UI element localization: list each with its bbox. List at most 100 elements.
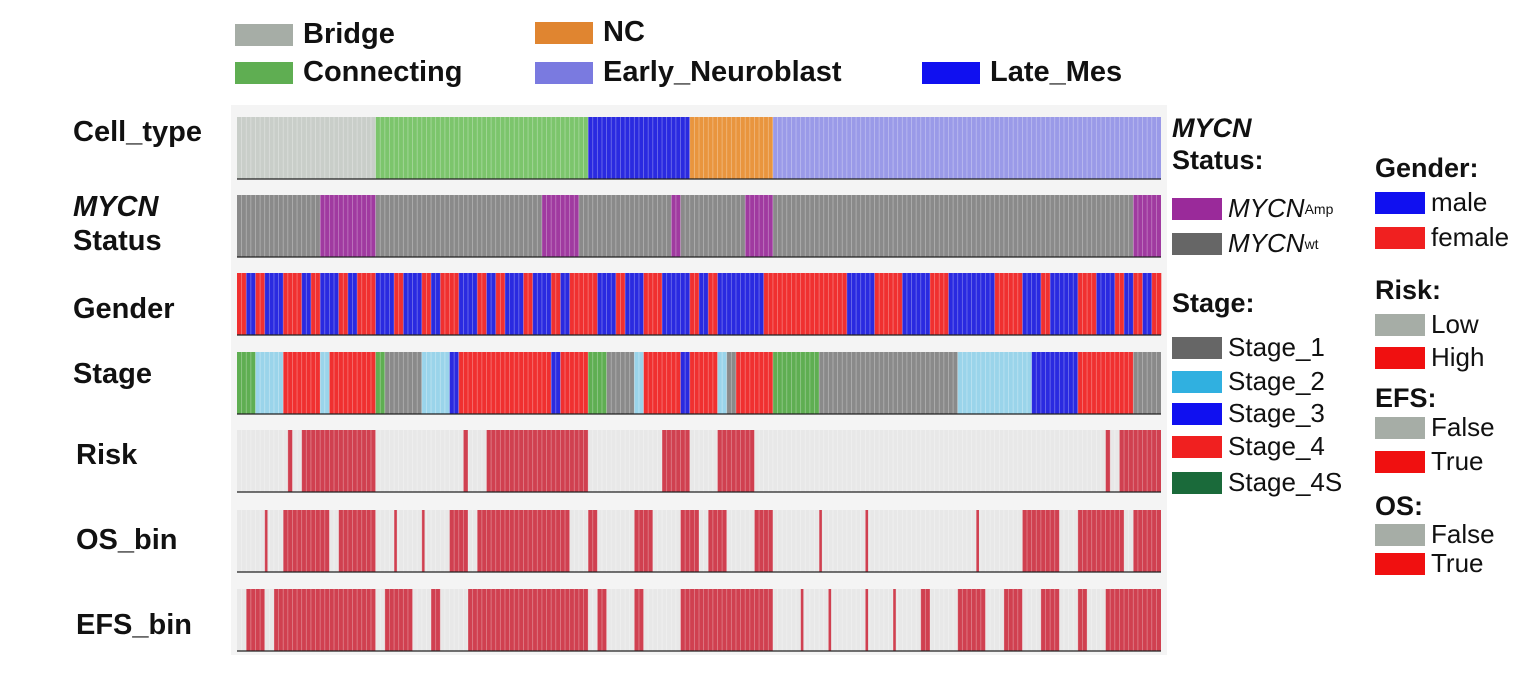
legend-swatch <box>535 61 593 84</box>
heatmap-cell-gender-26 <box>477 273 487 335</box>
legend-efs-false: False <box>1375 412 1495 443</box>
heatmap-cell-risk-7 <box>1119 430 1161 492</box>
heatmap-cell-efs-bin-10 <box>865 589 869 651</box>
heatmap-cell-gender-16 <box>384 273 395 335</box>
legend-nc: NC <box>535 16 645 49</box>
legend-mycn-amp-sup: Amp <box>1304 200 1334 217</box>
legend-mycn-amp: MYCN Amp <box>1172 193 1333 224</box>
heatmap-cell-os-bin-11 <box>754 510 773 572</box>
heatmap-cell-gender-5 <box>283 273 293 335</box>
heatmap-cell-gender-91 <box>1077 273 1088 335</box>
legend-swatch <box>1172 471 1222 494</box>
heatmap-cell-efs-bin-13 <box>957 589 986 651</box>
legend-stage-3-label: Stage_3 <box>1228 398 1325 428</box>
legend-label: NC <box>603 16 645 48</box>
heatmap-cell-gender-39 <box>597 273 607 335</box>
heatmap-cell-gender-68 <box>865 273 875 335</box>
heatmap-cell-gender-61 <box>800 273 811 335</box>
heatmap-cell-efs-bin-2 <box>384 589 413 651</box>
heatmap-cell-mycn-status-4 <box>578 195 672 257</box>
heatmap-cell-gender-84 <box>1013 273 1023 335</box>
heatmap-cell-gender-12 <box>347 273 358 335</box>
legend-connecting: Connecting <box>235 56 463 89</box>
legend-risk-low-label: Low <box>1431 309 1479 339</box>
heatmap-cell-gender-31 <box>523 273 533 335</box>
heatmap-cell-gender-6 <box>292 273 302 335</box>
heatmap-cell-gender-28 <box>495 273 506 335</box>
heatmap-cell-mycn-status-7 <box>745 195 773 257</box>
heatmap-cell-os-bin-15 <box>1022 510 1060 572</box>
heatmap-cell-gender-24 <box>458 273 469 335</box>
heatmap-cell-gender-56 <box>754 273 764 335</box>
heatmap-cell-gender-36 <box>569 273 580 335</box>
heatmap-cell-gender-35 <box>560 273 570 335</box>
heatmap-cell-stage-5 <box>375 352 385 414</box>
heatmap-cell-efs-bin-16 <box>1077 589 1088 651</box>
legend-mycn-status: Status: <box>1172 145 1264 175</box>
heatmap-cell-stage-14 <box>634 352 644 414</box>
heatmap-cell-gender-99 <box>1151 273 1162 335</box>
legend-late-mes: Late_Mes <box>922 56 1122 89</box>
heatmap-cell-gender-60 <box>791 273 801 335</box>
legend-stage-1: Stage_1 <box>1172 332 1325 363</box>
row-label-os: OS_bin <box>76 524 178 556</box>
heatmap-cell-gender-88 <box>1050 273 1060 335</box>
heatmap-cell-gender-92 <box>1087 273 1097 335</box>
heatmap-cell-gender-51 <box>708 273 718 335</box>
heatmap-cell-mycn-status-9 <box>1133 195 1161 257</box>
heatmap-separators-os-bin <box>241 510 1157 572</box>
heatmap-cell-gender-48 <box>680 273 691 335</box>
heatmap-cell-stage-8 <box>449 352 459 414</box>
row-label-efs: EFS_bin <box>76 609 193 641</box>
heatmap-cell-mycn-status-6 <box>680 195 746 257</box>
heatmap-cell-gender-76 <box>939 273 949 335</box>
heatmap-cell-gender-29 <box>504 273 515 335</box>
heatmap-cell-gender-74 <box>920 273 931 335</box>
heatmap-row-bg-risk <box>237 430 1161 492</box>
heatmap-cell-gender-34 <box>551 273 561 335</box>
heatmap-separators-efs-bin <box>241 589 1157 651</box>
heatmap-cell-gender-38 <box>588 273 598 335</box>
heatmap-cell-os-bin-14 <box>976 510 979 572</box>
heatmap-cell-stage-15 <box>643 352 681 414</box>
heatmap-cell-gender-25 <box>468 273 478 335</box>
heatmap-cell-gender-1 <box>246 273 256 335</box>
legend-stage-4s-label: Stage_4S <box>1228 467 1343 497</box>
heatmap-cell-gender-20 <box>421 273 432 335</box>
heatmap-cell-os-bin-12 <box>819 510 822 572</box>
legend-mycn-gene: MYCN <box>1172 113 1252 143</box>
heatmap-cell-stage-24 <box>1031 352 1078 414</box>
legend-mycn-wt-sup: wt <box>1304 235 1319 252</box>
heatmap-cell-gender-2 <box>255 273 266 335</box>
legend-gender-female-label: female <box>1431 222 1510 252</box>
heatmap-cell-os-bin-17 <box>1133 510 1161 572</box>
legend-stage-3: Stage_3 <box>1172 398 1325 429</box>
legend-swatch <box>1172 232 1222 255</box>
heatmap-cell-gender-14 <box>366 273 376 335</box>
legend-gender-female: female <box>1375 222 1509 253</box>
heatmap-cell-gender-18 <box>403 273 413 335</box>
heatmap-cell-mycn-status-3 <box>541 195 579 257</box>
heatmap-cell-gender-79 <box>966 273 977 335</box>
heatmap-cell-gender-80 <box>976 273 986 335</box>
heatmap-cell-stage-18 <box>717 352 727 414</box>
heatmap-cell-gender-81 <box>985 273 995 335</box>
heatmap-cell-gender-15 <box>375 273 386 335</box>
legend-swatch <box>1172 402 1222 425</box>
heatmap-cell-gender-47 <box>671 273 681 335</box>
legend-swatch <box>1172 370 1222 393</box>
legend-swatch <box>922 61 980 84</box>
heatmap-cell-gender-23 <box>449 273 460 335</box>
heatmap-cell-efs-bin-17 <box>1105 589 1161 651</box>
heatmap-cell-gender-10 <box>329 273 339 335</box>
heatmap-cell-os-bin-10 <box>708 510 727 572</box>
heatmap-cell-stage-4 <box>329 352 376 414</box>
heatmap-cell-gender-67 <box>856 273 866 335</box>
legend-swatch <box>1375 191 1425 214</box>
heatmap-cell-os-bin-16 <box>1077 510 1125 572</box>
legend-stage-title: Stage: <box>1172 288 1255 318</box>
heatmap-cell-stage-7 <box>421 352 450 414</box>
heatmap-cell-gender-55 <box>745 273 755 335</box>
heatmap-cell-gender-87 <box>1040 273 1051 335</box>
legend-efs-title: EFS: <box>1375 383 1437 413</box>
